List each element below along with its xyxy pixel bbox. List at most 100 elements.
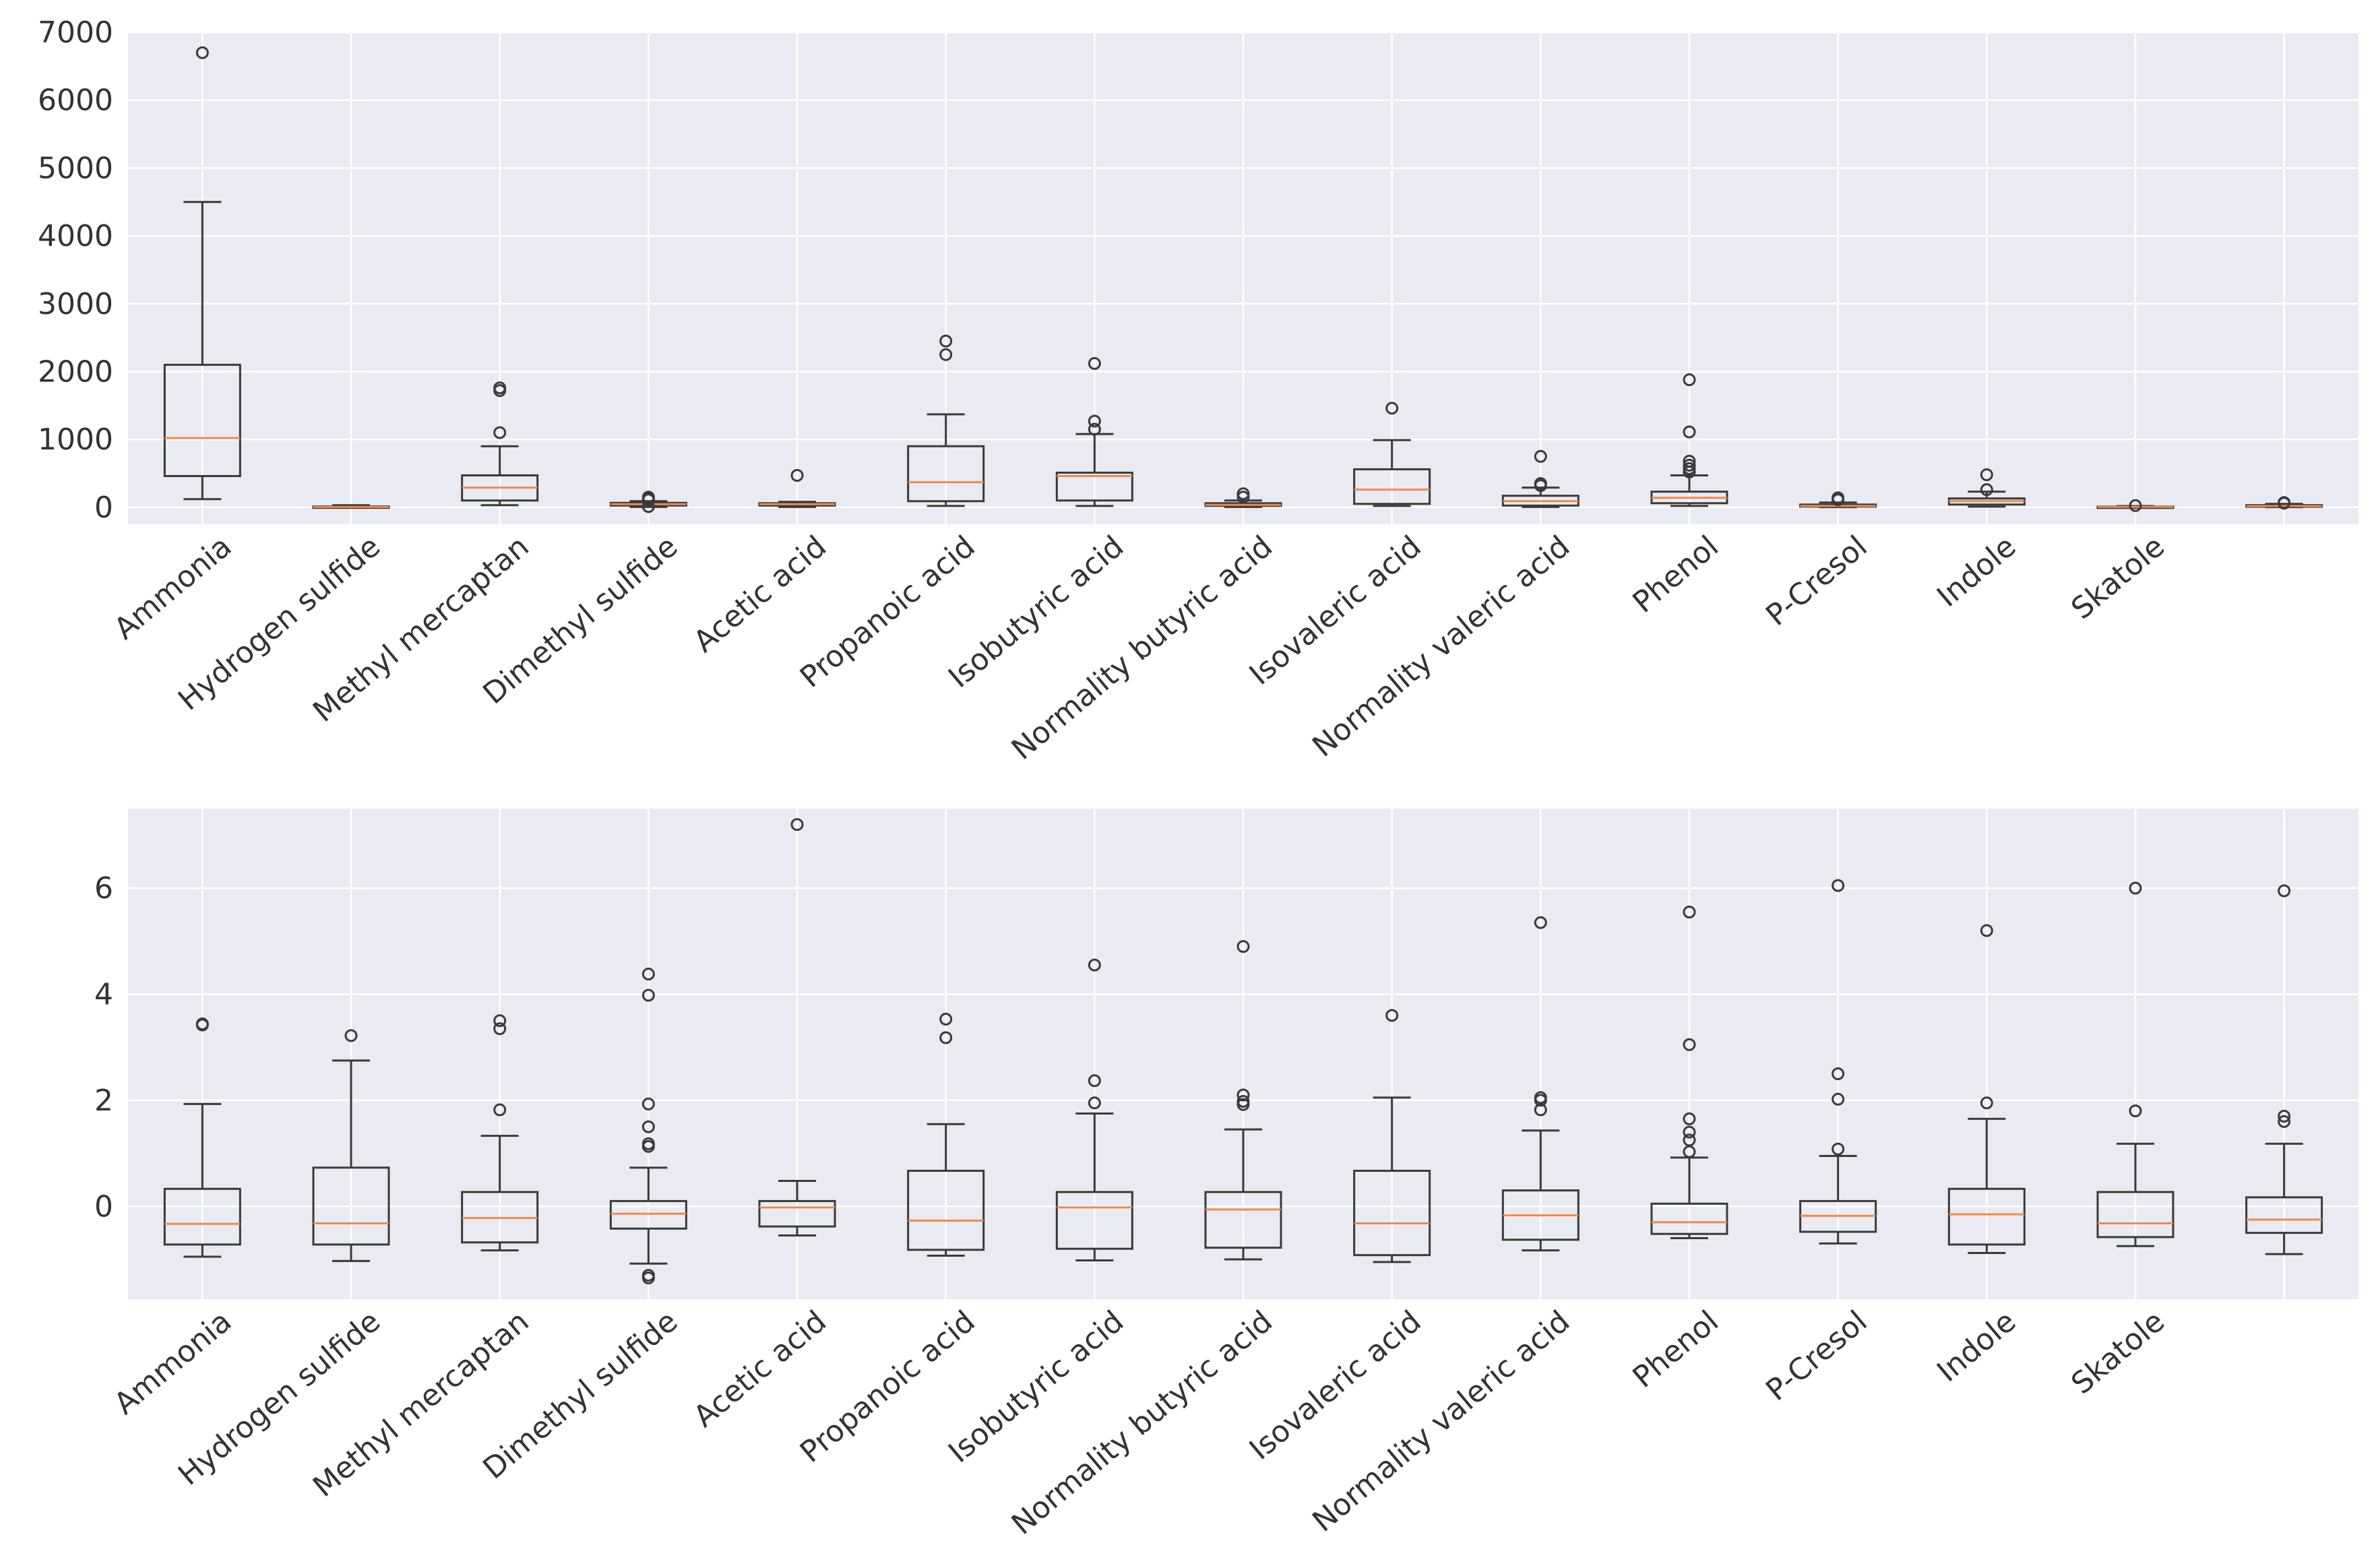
- box-iqr: [2096, 1191, 2174, 1238]
- outlier-point: [641, 1097, 655, 1110]
- outlier-point: [493, 1022, 507, 1036]
- box-iqr: [1650, 1202, 1728, 1235]
- x-tick-label: Phenol: [1627, 529, 1726, 620]
- outlier-point: [1683, 425, 1696, 439]
- outlier-point: [939, 334, 953, 348]
- outlier-point: [1980, 924, 1993, 937]
- outlier-point: [641, 1120, 655, 1133]
- box-group: [1353, 402, 1431, 507]
- outlier-point: [939, 348, 953, 361]
- outlier-point: [1683, 1125, 1696, 1139]
- box-group: [2096, 881, 2174, 1247]
- box-iqr: [1055, 471, 1133, 502]
- outlier-point: [790, 469, 804, 482]
- box-iqr: [1353, 468, 1431, 505]
- box-group: [1353, 1009, 1431, 1263]
- outlier-point: [1831, 1092, 1845, 1106]
- outlier-point: [1980, 1096, 1993, 1110]
- outlier-point: [641, 989, 655, 1002]
- outlier-point: [1683, 1133, 1696, 1147]
- box-group: [1204, 940, 1282, 1261]
- box-group: [1055, 356, 1133, 507]
- x-tick-label: Normality valeric acid: [1306, 529, 1576, 763]
- y-tick-label: 1000: [38, 422, 113, 457]
- outlier-point: [1683, 1112, 1696, 1125]
- outlier-point: [2278, 496, 2291, 509]
- outlier-point: [1236, 940, 1250, 953]
- box-group: [312, 504, 390, 509]
- x-tick-label: Indole: [1931, 1304, 2022, 1389]
- y-tick-label: 0: [94, 491, 113, 525]
- x-tick-label: Skatole: [2065, 1304, 2171, 1401]
- outlier-point: [1088, 422, 1101, 436]
- outlier-point: [1534, 1103, 1547, 1117]
- y-tick-label: 7000: [38, 15, 113, 50]
- outlier-point: [493, 1103, 507, 1117]
- x-tick-label: Ammonia: [108, 529, 239, 646]
- box-group: [1799, 491, 1877, 509]
- outlier-point: [1088, 414, 1101, 428]
- outlier-point: [1534, 477, 1547, 491]
- outlier-point: [1236, 1088, 1250, 1102]
- outlier-point: [790, 818, 804, 832]
- y-tick-label: 5000: [38, 151, 113, 185]
- outlier-point: [2278, 884, 2291, 898]
- y-tick-label: 2000: [38, 354, 113, 389]
- box-group: [312, 1029, 390, 1262]
- outlier-point: [2129, 881, 2142, 895]
- y-tick-label: 6000: [38, 84, 113, 118]
- outlier-point: [1385, 1009, 1399, 1022]
- outlier-point: [1236, 1094, 1250, 1108]
- box-iqr: [1204, 1191, 1282, 1249]
- outlier-point: [493, 381, 507, 395]
- outlier-point: [1683, 458, 1696, 472]
- outlier-point: [1831, 1067, 1845, 1081]
- outlier-point: [1683, 905, 1696, 918]
- outlier-point: [1088, 958, 1101, 972]
- box-group: [2245, 884, 2323, 1255]
- box-group: [609, 968, 687, 1285]
- outlier-point: [195, 1017, 209, 1031]
- outlier-point: [2129, 499, 2142, 512]
- outlier-point: [1088, 1074, 1101, 1088]
- box-group: [609, 491, 687, 513]
- x-tick-label: Normality butyric acid: [1005, 529, 1279, 766]
- box-group: [163, 1017, 241, 1258]
- chart-top-raw-concentrations: 01000200030004000500060007000AmmoniaHydr…: [38, 15, 2358, 767]
- outlier-point: [1831, 1142, 1845, 1156]
- outlier-point: [1831, 879, 1845, 892]
- x-tick-label: Phenol: [1627, 1304, 1726, 1395]
- outlier-point: [1534, 1091, 1547, 1104]
- x-tick-label: Normality valeric acid: [1306, 1304, 1576, 1538]
- box-group: [1501, 449, 1579, 508]
- outlier-point: [641, 1272, 655, 1285]
- box-group: [907, 1012, 985, 1257]
- box-iqr: [1947, 1187, 2026, 1246]
- x-tick-label: P-Cresol: [1759, 1304, 1873, 1408]
- box-iqr: [1055, 1191, 1133, 1250]
- box-group: [1947, 924, 2026, 1255]
- box-iqr: [907, 445, 985, 503]
- outlier-point: [493, 1014, 507, 1028]
- outlier-point: [2129, 1104, 2142, 1118]
- box-group: [907, 334, 985, 507]
- box-iqr: [163, 1187, 241, 1246]
- y-tick-label: 4: [94, 977, 113, 1011]
- outlier-point: [2278, 1115, 2291, 1128]
- outlier-point: [1088, 1096, 1101, 1110]
- box-group: [1799, 879, 1877, 1245]
- y-tick-label: 4000: [38, 219, 113, 253]
- outlier-point: [195, 46, 209, 59]
- x-tick-label: P-Cresol: [1759, 529, 1873, 633]
- box-iqr: [758, 1199, 836, 1228]
- box-iqr: [163, 363, 241, 478]
- outlier-point: [344, 1029, 358, 1042]
- box-group: [758, 469, 836, 508]
- outlier-point: [1534, 449, 1547, 463]
- outlier-point: [939, 1012, 953, 1026]
- box-group: [1204, 487, 1282, 508]
- outlier-point: [1088, 356, 1101, 370]
- box-iqr: [312, 1166, 390, 1246]
- outlier-point: [1980, 483, 1993, 497]
- outlier-point: [641, 491, 655, 504]
